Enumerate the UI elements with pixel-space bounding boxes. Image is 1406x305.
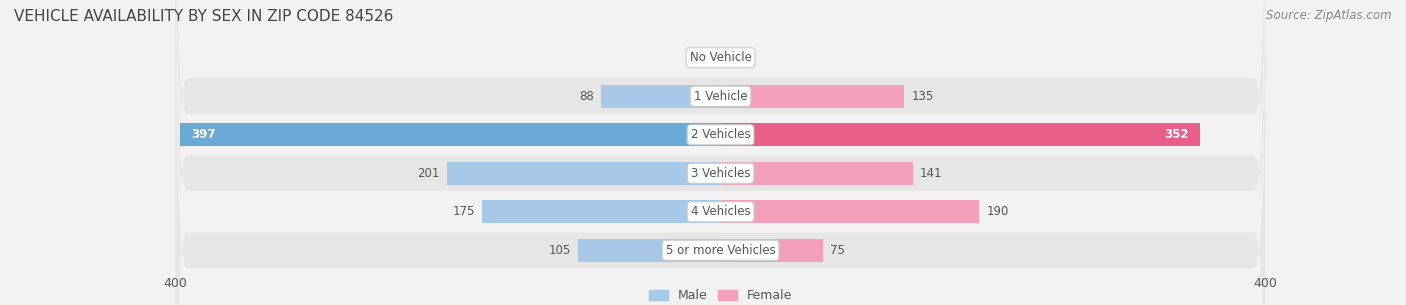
Bar — [482, 200, 721, 223]
Text: 105: 105 — [548, 244, 571, 257]
Bar — [180, 123, 721, 146]
FancyBboxPatch shape — [176, 0, 1265, 305]
FancyBboxPatch shape — [176, 0, 1265, 305]
Text: 141: 141 — [920, 167, 942, 180]
FancyBboxPatch shape — [176, 0, 1265, 305]
Bar — [721, 200, 980, 223]
Text: Source: ZipAtlas.com: Source: ZipAtlas.com — [1267, 9, 1392, 22]
Text: 75: 75 — [830, 244, 845, 257]
Bar — [721, 239, 823, 262]
Text: 0: 0 — [727, 51, 735, 64]
Text: 2 Vehicles: 2 Vehicles — [690, 128, 751, 141]
Text: 4 Vehicles: 4 Vehicles — [690, 205, 751, 218]
Text: 1 Vehicle: 1 Vehicle — [693, 90, 748, 103]
Bar — [578, 239, 721, 262]
FancyBboxPatch shape — [176, 0, 1265, 305]
Bar — [600, 85, 721, 108]
Text: VEHICLE AVAILABILITY BY SEX IN ZIP CODE 84526: VEHICLE AVAILABILITY BY SEX IN ZIP CODE … — [14, 9, 394, 24]
Text: 352: 352 — [1164, 128, 1189, 141]
Text: No Vehicle: No Vehicle — [689, 51, 752, 64]
Text: 397: 397 — [191, 128, 215, 141]
Text: 88: 88 — [579, 90, 593, 103]
Text: 0: 0 — [706, 51, 714, 64]
Text: 190: 190 — [986, 205, 1008, 218]
Bar — [721, 162, 912, 185]
Text: 201: 201 — [418, 167, 440, 180]
FancyBboxPatch shape — [176, 0, 1265, 305]
Bar — [721, 123, 1201, 146]
Legend: Male, Female: Male, Female — [644, 285, 797, 305]
Bar — [447, 162, 721, 185]
Text: 135: 135 — [911, 90, 934, 103]
Text: 3 Vehicles: 3 Vehicles — [690, 167, 751, 180]
Bar — [721, 85, 904, 108]
Text: 175: 175 — [453, 205, 475, 218]
Text: 5 or more Vehicles: 5 or more Vehicles — [665, 244, 776, 257]
FancyBboxPatch shape — [176, 0, 1265, 305]
